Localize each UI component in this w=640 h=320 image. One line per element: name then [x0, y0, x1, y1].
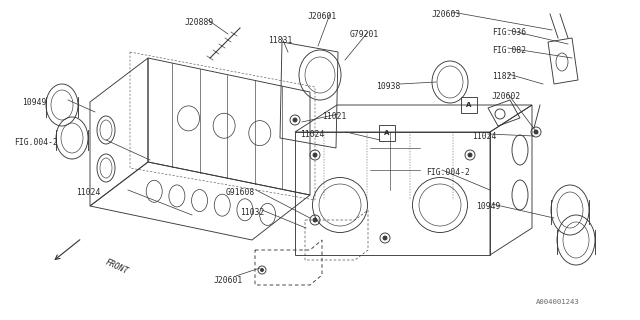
Circle shape — [468, 153, 472, 157]
Circle shape — [383, 236, 387, 240]
Text: 10938: 10938 — [376, 82, 401, 91]
Circle shape — [260, 268, 264, 271]
Text: J20889: J20889 — [185, 18, 214, 27]
Text: 10949: 10949 — [476, 202, 500, 211]
Text: FIG.036: FIG.036 — [492, 28, 526, 37]
Text: A: A — [467, 102, 472, 108]
Text: 11024: 11024 — [300, 130, 324, 139]
Text: 11821: 11821 — [492, 72, 516, 81]
Circle shape — [534, 130, 538, 134]
Text: 11831: 11831 — [268, 36, 292, 45]
Text: 10949: 10949 — [22, 98, 46, 107]
Text: 11032: 11032 — [240, 208, 264, 217]
Text: FIG.082: FIG.082 — [492, 46, 526, 55]
Text: A: A — [384, 130, 390, 136]
Text: J20601: J20601 — [308, 12, 337, 21]
Text: A004001243: A004001243 — [536, 299, 580, 305]
Text: FIG.004-2: FIG.004-2 — [426, 168, 470, 177]
Text: J20603: J20603 — [432, 10, 461, 19]
Circle shape — [293, 118, 297, 122]
Text: 11024: 11024 — [76, 188, 100, 197]
Text: G79201: G79201 — [350, 30, 380, 39]
Text: J20601: J20601 — [214, 276, 243, 285]
Text: G91608: G91608 — [226, 188, 255, 197]
Text: J20602: J20602 — [492, 92, 521, 101]
Text: FRONT: FRONT — [104, 258, 130, 276]
Circle shape — [313, 218, 317, 222]
Text: 11021: 11021 — [322, 112, 346, 121]
Text: FIG.004-2: FIG.004-2 — [14, 138, 58, 147]
Text: 11024: 11024 — [472, 132, 497, 141]
Circle shape — [313, 153, 317, 157]
